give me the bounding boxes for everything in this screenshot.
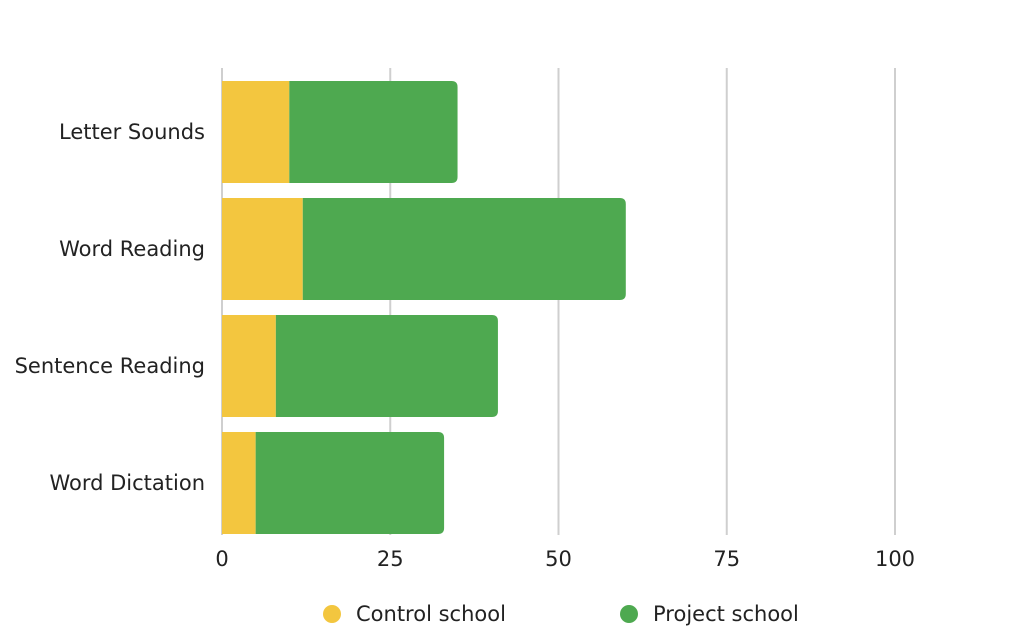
category-label-word-dictation: Word Dictation (49, 471, 205, 495)
legend-marker-control-school (323, 605, 341, 623)
category-label-sentence-reading: Sentence Reading (15, 354, 205, 378)
x-tick-labels: 0 25 50 75 100 (215, 547, 915, 571)
bar-word-dictation-project-school (255, 432, 445, 534)
bar-sentence-reading-project-school (275, 315, 498, 417)
legend: Control school Project school (323, 602, 799, 626)
bar-letter-sounds-project-school (289, 81, 458, 183)
bar-word-dictation-control-school (222, 432, 256, 534)
bars (222, 81, 626, 534)
category-label-word-reading: Word Reading (59, 237, 205, 261)
bar-word-reading-control-school (222, 198, 303, 300)
bar-sentence-reading-control-school (222, 315, 276, 417)
x-tick-label-50: 50 (545, 547, 572, 571)
x-tick-label-0: 0 (215, 547, 228, 571)
bar-word-reading-project-school (302, 198, 626, 300)
legend-label-control-school: Control school (356, 602, 506, 626)
bar-letter-sounds-control-school (222, 81, 290, 183)
legend-label-project-school: Project school (653, 602, 799, 626)
category-labels: Letter Sounds Word Reading Sentence Readin… (15, 120, 205, 495)
legend-marker-project-school (620, 605, 638, 623)
x-tick-label-75: 75 (713, 547, 740, 571)
category-label-letter-sounds: Letter Sounds (59, 120, 205, 144)
x-tick-label-100: 100 (875, 547, 915, 571)
x-tick-label-25: 25 (377, 547, 404, 571)
